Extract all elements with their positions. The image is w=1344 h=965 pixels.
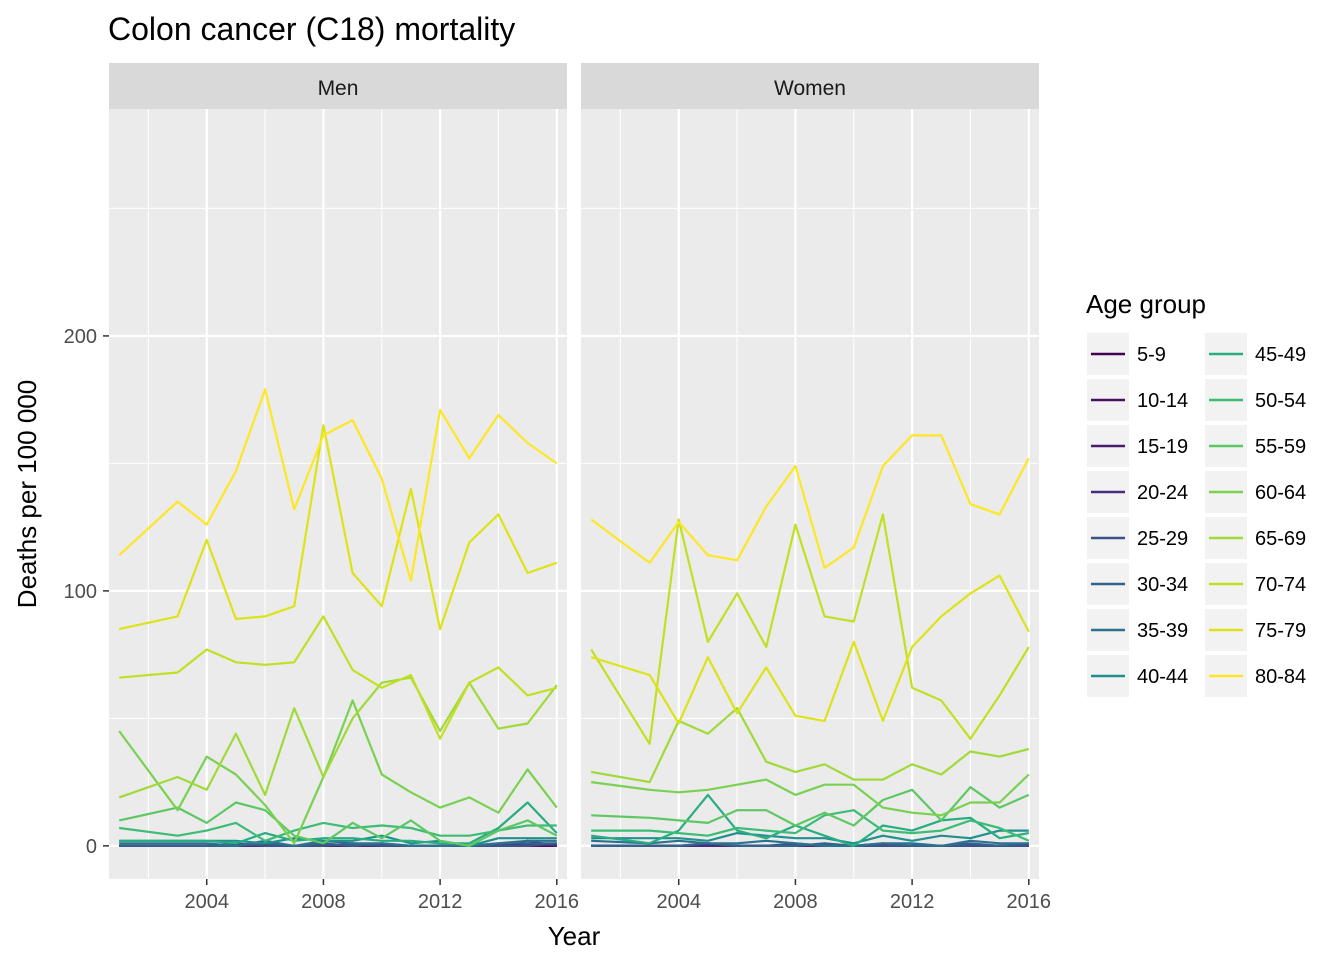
y-tick-label: 100 — [64, 581, 97, 603]
x-tick-label: 2012 — [890, 891, 935, 913]
legend-item-30-34: 30-34 — [1087, 563, 1188, 605]
legend-item-40-44: 40-44 — [1087, 655, 1188, 697]
panel-men: Men 2004 2008 2012 2016 0 100 200 — [64, 63, 579, 913]
x-tick-label: 2004 — [656, 891, 701, 913]
y-tick-label: 200 — [64, 326, 97, 348]
legend-label: 35-39 — [1137, 620, 1188, 642]
legend: Age group 5-9 10-14 15-19 20-24 25-29 30-34 35… — [1086, 289, 1306, 697]
chart-title: Colon cancer (C18) mortality — [108, 11, 515, 47]
legend-title: Age group — [1086, 289, 1206, 319]
legend-label: 80-84 — [1255, 666, 1306, 688]
legend-label: 30-34 — [1137, 574, 1188, 596]
panels: Men 2004 2008 2012 2016 0 100 200 Women 2004 2008 2… — [64, 63, 1051, 913]
legend-label: 5-9 — [1137, 344, 1166, 366]
legend-label: 45-49 — [1255, 344, 1306, 366]
legend-item-35-39: 35-39 — [1087, 609, 1188, 651]
facet-label: Women — [774, 77, 846, 100]
y-axis-label: Deaths per 100 000 — [12, 380, 42, 608]
legend-item-80-84: 80-84 — [1205, 655, 1306, 697]
legend-item-25-29: 25-29 — [1087, 517, 1188, 559]
legend-label: 65-69 — [1255, 528, 1306, 550]
legend-label: 25-29 — [1137, 528, 1188, 550]
panel-women: Women 2004 2008 2012 2016 — [581, 63, 1051, 913]
x-tick-label: 2008 — [773, 891, 818, 913]
legend-item-10-14: 10-14 — [1087, 379, 1188, 421]
x-tick-label: 2016 — [1007, 891, 1052, 913]
legend-item-65-69: 65-69 — [1205, 517, 1306, 559]
legend-item-70-74: 70-74 — [1205, 563, 1306, 605]
legend-item-20-24: 20-24 — [1087, 471, 1188, 513]
legend-label: 50-54 — [1255, 390, 1306, 412]
legend-item-75-79: 75-79 — [1205, 609, 1306, 651]
legend-label: 15-19 — [1137, 436, 1188, 458]
legend-label: 20-24 — [1137, 482, 1188, 504]
x-tick-label: 2008 — [301, 891, 346, 913]
y-tick-label: 0 — [86, 836, 97, 858]
legend-label: 60-64 — [1255, 482, 1306, 504]
legend-item-15-19: 15-19 — [1087, 425, 1188, 467]
facet-label: Men — [318, 77, 359, 100]
x-axis-label: Year — [548, 921, 601, 951]
x-tick-label: 2012 — [418, 891, 463, 913]
legend-label: 75-79 — [1255, 620, 1306, 642]
legend-label: 10-14 — [1137, 390, 1188, 412]
legend-label: 55-59 — [1255, 436, 1306, 458]
legend-item-5-9: 5-9 — [1087, 333, 1166, 375]
legend-item-45-49: 45-49 — [1205, 333, 1306, 375]
x-tick-label: 2004 — [184, 891, 229, 913]
x-tick-label: 2016 — [535, 891, 580, 913]
legend-item-50-54: 50-54 — [1205, 379, 1306, 421]
legend-item-60-64: 60-64 — [1205, 471, 1306, 513]
legend-label: 70-74 — [1255, 574, 1306, 596]
legend-item-55-59: 55-59 — [1205, 425, 1306, 467]
legend-label: 40-44 — [1137, 666, 1188, 688]
